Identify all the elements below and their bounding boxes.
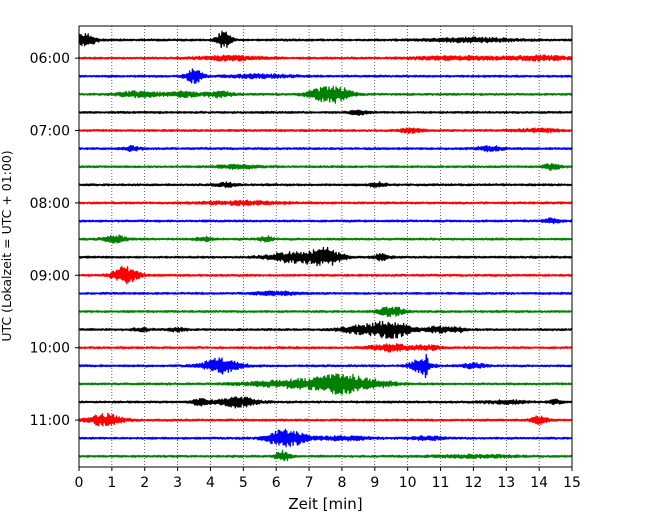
plot-frame bbox=[78, 25, 573, 468]
seismogram-trace bbox=[78, 68, 573, 84]
y-tick-label: 11:00 bbox=[30, 413, 70, 429]
seismogram-trace bbox=[78, 145, 573, 153]
seismogram-trace bbox=[78, 320, 573, 339]
seismogram-traces bbox=[78, 30, 573, 462]
seismogram-trace bbox=[78, 199, 573, 207]
x-tick-label: 13 bbox=[497, 475, 515, 491]
x-tick-label: 10 bbox=[399, 475, 417, 491]
seismogram-trace bbox=[78, 246, 573, 267]
y-tick-label: 09:00 bbox=[30, 268, 70, 284]
x-axis-label: Zeit [min] bbox=[288, 495, 362, 513]
x-tick-label: 5 bbox=[239, 475, 248, 491]
y-tick-label: 08:00 bbox=[30, 196, 70, 212]
x-tick-label: 6 bbox=[272, 475, 281, 491]
x-tick-label: 8 bbox=[337, 475, 346, 491]
x-tick-label: 14 bbox=[530, 475, 548, 491]
y-tick-label: 10:00 bbox=[30, 341, 70, 357]
x-tick-label: 11 bbox=[432, 475, 450, 491]
seismogram-trace bbox=[78, 428, 573, 448]
y-axis-label: UTC (Lokalzeit = UTC + 01:00) bbox=[0, 150, 14, 341]
y-axis-ticks: 06:00 07:00 08:00 09:00 10:00 11:00 bbox=[30, 51, 79, 429]
seismogram-trace bbox=[78, 353, 573, 379]
x-tick-label: 1 bbox=[107, 475, 116, 491]
y-tick-label: 06:00 bbox=[30, 51, 70, 67]
x-tick-label: 12 bbox=[464, 475, 482, 491]
x-tick-label: 4 bbox=[206, 475, 215, 491]
seismogram-trace bbox=[78, 217, 573, 225]
x-tick-label: 0 bbox=[75, 475, 84, 491]
x-tick-label: 3 bbox=[173, 475, 182, 491]
seismogram-trace bbox=[78, 265, 573, 285]
seismogram-trace bbox=[78, 127, 573, 135]
seismogram-trace bbox=[78, 181, 573, 189]
seismogram-trace bbox=[78, 109, 573, 116]
x-tick-label: 9 bbox=[370, 475, 379, 491]
seismogram-trace bbox=[78, 54, 573, 62]
seismogram-trace bbox=[78, 163, 573, 172]
seismogram-trace bbox=[78, 290, 573, 297]
seismogram-trace bbox=[78, 85, 573, 104]
y-tick-label: 07:00 bbox=[30, 124, 70, 140]
seismogram-trace bbox=[78, 373, 573, 395]
x-axis-ticks: 0 1 2 3 4 5 6 7 8 9 10 11 12 13 14 15 bbox=[75, 467, 581, 491]
seismogram-trace bbox=[78, 234, 573, 244]
x-tick-label: 7 bbox=[305, 475, 314, 491]
x-tick-label: 2 bbox=[140, 475, 149, 491]
seismogram-trace bbox=[78, 306, 573, 318]
x-tick-label: 15 bbox=[563, 475, 581, 491]
seismogram-trace bbox=[78, 412, 573, 427]
seismogram-trace bbox=[78, 30, 573, 49]
seismogram-trace bbox=[78, 343, 573, 353]
seismogram-trace bbox=[78, 396, 573, 409]
seismogram-trace bbox=[78, 449, 573, 462]
